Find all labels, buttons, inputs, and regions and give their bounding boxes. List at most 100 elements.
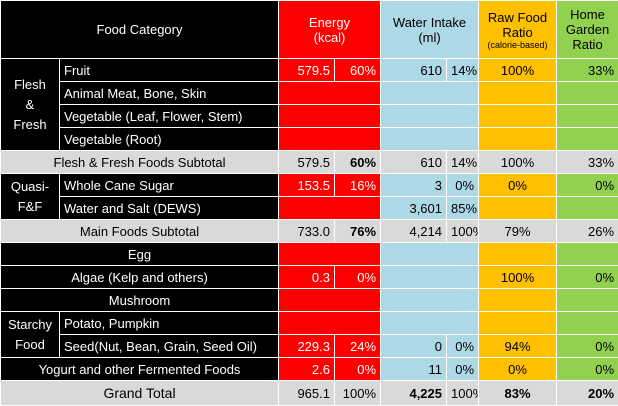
raw-ratio: 94%: [479, 335, 557, 358]
home-empty: [557, 312, 618, 335]
group-label-line: F&F: [5, 197, 55, 217]
header-raw-food-ratio: Raw Food Ratio (calorie-based): [479, 1, 557, 59]
raw-ratio: 100%: [479, 266, 557, 289]
row-label: Vegetable (Root): [60, 128, 279, 151]
raw-empty: [479, 82, 557, 105]
table-row-egg: Egg: [1, 243, 618, 266]
water-value: 11: [381, 358, 447, 381]
table-row-veg-leaf: Vegetable (Leaf, Flower, Stem): [1, 105, 618, 128]
header-raw-line2: Ratio: [483, 25, 552, 40]
home-empty: [557, 128, 618, 151]
water-value: 4,225: [381, 381, 447, 406]
table-row-algae: Algae (Kelp and others) 0.3 0% 100% 0%: [1, 266, 618, 289]
header-row: Food Category Energy (kcal) Water Intake…: [1, 1, 618, 59]
energy-pct: 76%: [335, 220, 381, 243]
row-label: Whole Cane Sugar: [60, 174, 279, 197]
water-pct: 100%: [447, 220, 479, 243]
energy-empty: [279, 128, 381, 151]
raw-ratio: 79%: [479, 220, 557, 243]
raw-empty: [479, 312, 557, 335]
energy-value: 579.5: [279, 59, 335, 82]
energy-empty: [279, 289, 381, 312]
water-value: 0: [381, 335, 447, 358]
row-label: Egg: [1, 243, 279, 266]
header-home-line1: Home: [561, 7, 614, 22]
table-row-cane-sugar: Quasi- F&F Whole Cane Sugar 153.5 16% 3 …: [1, 174, 618, 197]
energy-value: 2.6: [279, 358, 335, 381]
energy-value: 733.0: [279, 220, 335, 243]
table-row-seed: Seed(Nut, Bean, Grain, Seed Oil) 229.3 2…: [1, 335, 618, 358]
table-row-grand-total: Grand Total 965.1 100% 4,225 100% 83% 20…: [1, 381, 618, 406]
water-value: 3: [381, 174, 447, 197]
energy-empty: [279, 243, 381, 266]
header-water-unit: (ml): [385, 30, 474, 45]
raw-empty: [479, 289, 557, 312]
home-empty: [557, 289, 618, 312]
raw-empty: [479, 197, 557, 220]
energy-value: 0.3: [279, 266, 335, 289]
row-label: Flesh & Fresh Foods Subtotal: [1, 151, 279, 174]
home-empty: [557, 82, 618, 105]
row-label: Algae (Kelp and others): [1, 266, 279, 289]
energy-empty: [279, 82, 381, 105]
energy-value: 965.1: [279, 381, 335, 406]
header-water-title: Water Intake: [385, 15, 474, 30]
water-pct: 14%: [447, 151, 479, 174]
table-row-water-salt: Water and Salt (DEWS) 3,601 85%: [1, 197, 618, 220]
water-pct: 0%: [447, 335, 479, 358]
row-label: Main Foods Subtotal: [1, 220, 279, 243]
table-row-animal-meat: Animal Meat, Bone, Skin: [1, 82, 618, 105]
energy-value: 153.5: [279, 174, 335, 197]
group-flesh-fresh: Flesh & Fresh: [1, 59, 60, 151]
water-empty: [381, 82, 479, 105]
raw-empty: [479, 105, 557, 128]
water-value: 3,601: [381, 197, 447, 220]
group-label-line: &: [5, 95, 55, 115]
row-label: Potato, Pumpkin: [60, 312, 279, 335]
water-pct: 0%: [447, 358, 479, 381]
water-pct: 14%: [447, 59, 479, 82]
raw-ratio: 83%: [479, 381, 557, 406]
energy-empty: [279, 105, 381, 128]
water-empty: [381, 128, 479, 151]
raw-ratio: 0%: [479, 174, 557, 197]
home-ratio: 26%: [557, 220, 618, 243]
water-pct: 100%: [447, 381, 479, 406]
home-empty: [557, 243, 618, 266]
group-starchy-food: Starchy Food: [1, 312, 60, 358]
energy-pct: 60%: [335, 59, 381, 82]
water-pct: 0%: [447, 174, 479, 197]
home-ratio: 0%: [557, 174, 618, 197]
energy-pct: 24%: [335, 335, 381, 358]
table-row-fruit: Flesh & Fresh Fruit 579.5 60% 610 14% 10…: [1, 59, 618, 82]
raw-empty: [479, 128, 557, 151]
energy-pct: 100%: [335, 381, 381, 406]
row-label: Mushroom: [1, 289, 279, 312]
header-raw-line1: Raw Food: [483, 10, 552, 25]
table-row-mushroom: Mushroom: [1, 289, 618, 312]
header-food-category: Food Category: [1, 1, 279, 59]
raw-ratio: 100%: [479, 59, 557, 82]
header-home-garden-ratio: Home Garden Ratio: [557, 1, 618, 59]
header-energy-unit: (kcal): [283, 30, 376, 45]
row-label: Vegetable (Leaf, Flower, Stem): [60, 105, 279, 128]
group-label-line: Flesh: [5, 75, 55, 95]
energy-value: 579.5: [279, 151, 335, 174]
energy-pct: 0%: [335, 266, 381, 289]
header-raw-line3: (calorie-based): [483, 40, 552, 50]
header-energy: Energy (kcal): [279, 1, 381, 59]
header-home-line3: Ratio: [561, 37, 614, 52]
energy-pct: 60%: [335, 151, 381, 174]
group-label-line: Food: [5, 335, 55, 355]
table-row-veg-root: Vegetable (Root): [1, 128, 618, 151]
group-label-line: Starchy: [5, 315, 55, 335]
water-value: 610: [381, 151, 447, 174]
water-empty: [381, 105, 479, 128]
group-label-line: Quasi-: [5, 177, 55, 197]
header-home-line2: Garden: [561, 22, 614, 37]
energy-empty: [279, 197, 381, 220]
raw-empty: [479, 243, 557, 266]
energy-empty: [279, 312, 381, 335]
water-empty: [381, 312, 479, 335]
